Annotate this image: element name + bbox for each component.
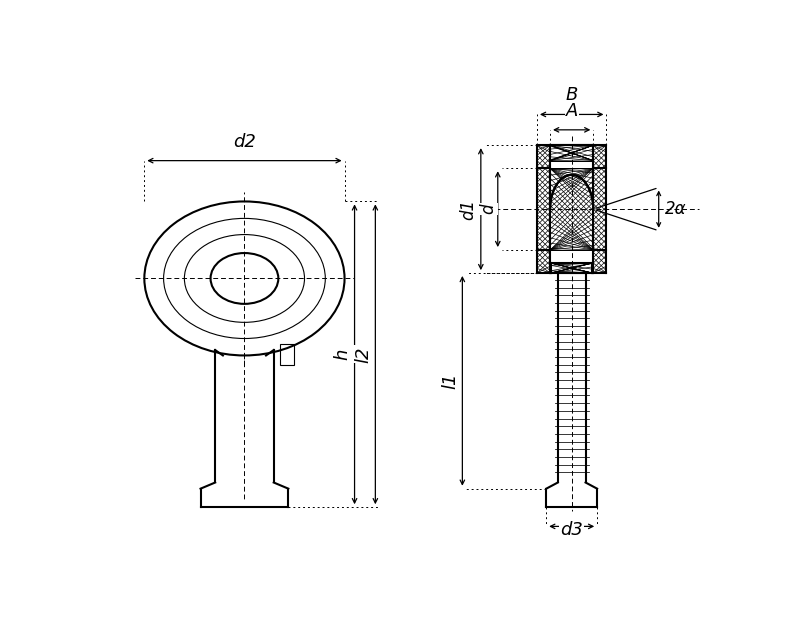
- Text: d3: d3: [560, 521, 583, 539]
- Text: d: d: [478, 204, 497, 215]
- Text: l1: l1: [441, 373, 459, 389]
- Text: d1: d1: [459, 198, 478, 219]
- Text: l2: l2: [354, 346, 372, 363]
- Text: B: B: [566, 86, 578, 104]
- Bar: [280, 344, 294, 365]
- Text: 2α: 2α: [665, 200, 686, 218]
- Text: h: h: [334, 348, 351, 360]
- Text: d2: d2: [233, 133, 256, 151]
- Text: A: A: [566, 102, 578, 120]
